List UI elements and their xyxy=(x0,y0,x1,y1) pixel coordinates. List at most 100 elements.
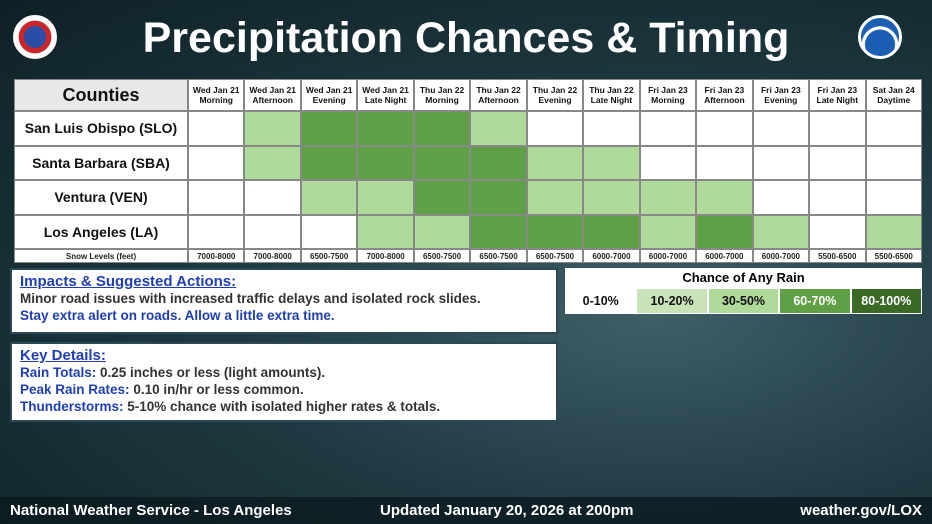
county-name: San Luis Obispo (SLO) xyxy=(14,111,188,146)
legend-entry: 80-100% xyxy=(850,288,922,314)
title: Precipitation Chances & Timing xyxy=(142,14,790,62)
chance-cell xyxy=(413,111,471,146)
column-day: Fri Jan 23 xyxy=(760,85,801,95)
key-detail-text: 0.10 in/hr or less common. xyxy=(133,382,304,397)
column-period: Afternoon xyxy=(704,95,745,105)
column-period: Evening xyxy=(312,95,346,105)
column-day: Fri Jan 23 xyxy=(704,85,745,95)
footer-bar xyxy=(0,497,932,524)
chance-cell xyxy=(244,145,301,180)
chance-cell xyxy=(357,145,414,180)
key-detail: Peak Rain Rates: 0.10 in/hr or less comm… xyxy=(20,381,548,398)
chance-cell xyxy=(752,214,810,249)
column-day: Wed Jan 21 xyxy=(362,85,409,95)
legend-entry: 10-20% xyxy=(636,288,708,314)
chance-cell xyxy=(583,214,640,249)
chance-cell xyxy=(809,214,866,249)
chance-cell xyxy=(865,214,922,249)
column-header: Fri Jan 23 Morning xyxy=(639,79,697,111)
chance-cell xyxy=(188,111,245,146)
column-day: Wed Jan 21 xyxy=(192,85,240,95)
column-header: Wed Jan 21 Afternoon xyxy=(244,79,301,111)
chance-cell xyxy=(188,180,245,215)
column-period: Daytime xyxy=(877,95,911,105)
key-details-heading: Key Details: xyxy=(20,347,106,364)
legend-entry: 30-50% xyxy=(707,288,780,314)
column-header: Wed Jan 21 Evening xyxy=(300,79,358,111)
footer-right: weather.gov/LOX xyxy=(800,502,922,519)
county-name: Ventura (VEN) xyxy=(14,180,188,215)
chance-cell xyxy=(470,111,527,146)
chance-cell xyxy=(526,145,584,180)
column-header: Sat Jan 24 Daytime xyxy=(865,79,922,111)
chance-cell xyxy=(639,111,697,146)
snow-level: 6000-7000 xyxy=(696,249,753,263)
column-period: Morning xyxy=(651,95,685,105)
column-header: Thu Jan 22 Late Night xyxy=(583,79,640,111)
column-period: Late Night xyxy=(816,95,859,105)
snow-level: 5500-6500 xyxy=(865,249,922,263)
chance-cell xyxy=(357,214,414,249)
snow-level: 6000-7000 xyxy=(639,249,697,263)
snow-level: 6500-7500 xyxy=(470,249,527,263)
chance-cell xyxy=(470,145,527,180)
column-header: Wed Jan 21 Late Night xyxy=(357,79,414,111)
chance-cell xyxy=(696,145,753,180)
corner-header: Counties xyxy=(14,79,188,111)
chance-cell xyxy=(526,111,584,146)
snow-level: 7000-8000 xyxy=(357,249,414,263)
impacts-line: Stay extra alert on roads. Allow a littl… xyxy=(20,308,335,323)
column-day: Thu Jan 22 xyxy=(532,85,578,95)
snow-level: 6000-7000 xyxy=(583,249,640,263)
chance-cell xyxy=(188,145,245,180)
snow-level: 7000-8000 xyxy=(244,249,301,263)
snow-label: Snow Levels (feet) xyxy=(14,249,188,263)
legend-entry: 0-10% xyxy=(565,288,637,314)
chance-cell xyxy=(470,214,527,249)
column-period: Morning xyxy=(425,95,459,105)
legend-title: Chance of Any Rain xyxy=(682,270,805,285)
snow-level: 5500-6500 xyxy=(809,249,866,263)
column-day: Thu Jan 22 xyxy=(476,85,521,95)
column-day: Sat Jan 24 xyxy=(872,85,915,95)
impacts-heading: Impacts & Suggested Actions: xyxy=(20,273,237,290)
nws-logo xyxy=(13,15,57,59)
chance-cell xyxy=(583,180,640,215)
chance-table: Counties Wed Jan 21 Morning Wed Jan 21 After… xyxy=(14,79,922,263)
snow-level: 6500-7500 xyxy=(526,249,584,263)
chance-cell xyxy=(696,214,753,249)
chance-cell xyxy=(244,214,301,249)
chance-cell xyxy=(300,214,358,249)
legend-entry: 60-70% xyxy=(779,288,851,314)
chance-cell xyxy=(300,145,358,180)
column-day: Fri Jan 23 xyxy=(648,85,688,95)
county-name: Los Angeles (LA) xyxy=(14,214,188,249)
chance-cell xyxy=(583,145,640,180)
impacts-box: Impacts & Suggested Actions: Minor road … xyxy=(10,268,558,334)
key-detail: Thunderstorms: 5-10% chance with isolate… xyxy=(20,398,548,415)
chance-cell xyxy=(526,180,584,215)
column-day: Thu Jan 22 xyxy=(419,85,465,95)
chance-cell xyxy=(300,180,358,215)
chance-cell xyxy=(865,145,922,180)
chance-cell xyxy=(300,111,358,146)
column-header: Thu Jan 22 Evening xyxy=(526,79,584,111)
column-period: Late Night xyxy=(590,95,633,105)
column-day: Wed Jan 21 xyxy=(305,85,353,95)
key-detail-label: Peak Rain Rates: xyxy=(20,382,130,397)
chance-cell xyxy=(526,214,584,249)
chance-cell xyxy=(696,180,753,215)
chance-cell xyxy=(583,111,640,146)
column-day: Thu Jan 22 xyxy=(589,85,634,95)
chance-cell xyxy=(188,214,245,249)
county-name: Santa Barbara (SBA) xyxy=(14,145,188,180)
snow-level: 6500-7500 xyxy=(413,249,471,263)
chance-cell xyxy=(752,145,810,180)
column-period: Morning xyxy=(199,95,233,105)
column-header: Wed Jan 21 Morning xyxy=(188,79,245,111)
column-day: Wed Jan 21 xyxy=(249,85,296,95)
chance-cell xyxy=(865,111,922,146)
column-period: Afternoon xyxy=(478,95,519,105)
column-period: Evening xyxy=(538,95,572,105)
column-period: Evening xyxy=(764,95,798,105)
